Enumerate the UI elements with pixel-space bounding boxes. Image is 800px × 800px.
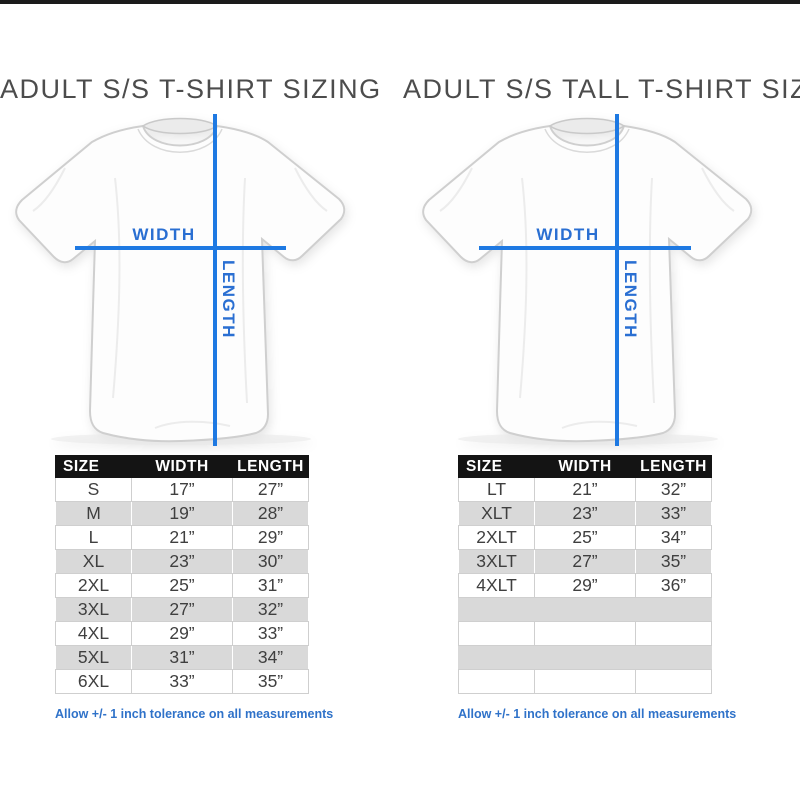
table-row: XL 23” 30” xyxy=(55,549,309,574)
width-cell: 31” xyxy=(131,645,233,670)
width-cell xyxy=(534,645,636,670)
width-cell: 25” xyxy=(534,525,636,550)
length-cell: 33” xyxy=(232,621,309,646)
size-cell: 4XL xyxy=(55,621,132,646)
tolerance-note-right: Allow +/- 1 inch tolerance on all measur… xyxy=(458,707,737,721)
header-length: LENGTH xyxy=(232,455,309,478)
width-cell: 19” xyxy=(131,501,233,526)
width-cell: 17” xyxy=(131,477,233,502)
table-row: 3XLT 27” 35” xyxy=(458,549,712,574)
table-row: 4XLT 29” 36” xyxy=(458,573,712,598)
sizing-table-regular: SIZE WIDTH LENGTH S 17” 27” M 19” 28” L … xyxy=(55,455,309,694)
length-cell: 36” xyxy=(635,573,712,598)
table-row: 2XLT 25” 34” xyxy=(458,525,712,550)
size-cell: XLT xyxy=(458,501,535,526)
width-cell: 29” xyxy=(131,621,233,646)
table-row: 2XL 25” 31” xyxy=(55,573,309,598)
length-cell xyxy=(635,597,712,622)
length-label-right: LENGTH xyxy=(621,260,640,339)
width-cell: 21” xyxy=(131,525,233,550)
width-cell: 21” xyxy=(534,477,636,502)
size-cell xyxy=(458,621,535,646)
header-width: WIDTH xyxy=(131,455,233,478)
header-width: WIDTH xyxy=(534,455,636,478)
header-size: SIZE xyxy=(458,455,535,478)
length-cell: 28” xyxy=(232,501,309,526)
width-line-right xyxy=(479,246,691,250)
size-cell: 3XLT xyxy=(458,549,535,574)
width-cell xyxy=(534,669,636,694)
size-cell: S xyxy=(55,477,132,502)
size-cell: XL xyxy=(55,549,132,574)
size-cell: 2XLT xyxy=(458,525,535,550)
header-size: SIZE xyxy=(55,455,132,478)
length-cell: 27” xyxy=(232,477,309,502)
width-label-left: WIDTH xyxy=(132,225,196,244)
size-cell: M xyxy=(55,501,132,526)
table-row-empty xyxy=(458,669,712,694)
length-line-left xyxy=(213,114,217,446)
length-cell xyxy=(635,645,712,670)
table-row: L 21” 29” xyxy=(55,525,309,550)
size-cell xyxy=(458,597,535,622)
length-cell: 33” xyxy=(635,501,712,526)
size-cell: 4XLT xyxy=(458,573,535,598)
size-cell: 5XL xyxy=(55,645,132,670)
table-row: 3XL 27” 32” xyxy=(55,597,309,622)
length-cell xyxy=(635,669,712,694)
table-row-empty xyxy=(458,645,712,670)
table-row: 4XL 29” 33” xyxy=(55,621,309,646)
width-cell: 33” xyxy=(131,669,233,694)
width-cell xyxy=(534,621,636,646)
size-cell xyxy=(458,669,535,694)
length-label-left: LENGTH xyxy=(219,260,238,339)
length-cell: 34” xyxy=(232,645,309,670)
length-cell: 35” xyxy=(635,549,712,574)
table-row: 6XL 33” 35” xyxy=(55,669,309,694)
size-cell xyxy=(458,645,535,670)
length-cell: 34” xyxy=(635,525,712,550)
length-cell: 30” xyxy=(232,549,309,574)
length-cell: 32” xyxy=(232,597,309,622)
length-cell: 32” xyxy=(635,477,712,502)
size-cell: 3XL xyxy=(55,597,132,622)
width-cell: 27” xyxy=(534,549,636,574)
length-line-right xyxy=(615,114,619,446)
width-line-left xyxy=(75,246,286,250)
size-cell: LT xyxy=(458,477,535,502)
sizing-table-tall: SIZE WIDTH LENGTH LT 21” 32” XLT 23” 33”… xyxy=(458,455,712,694)
header-length: LENGTH xyxy=(635,455,712,478)
table-row: LT 21” 32” xyxy=(458,477,712,502)
width-cell xyxy=(534,597,636,622)
table-row: S 17” 27” xyxy=(55,477,309,502)
table-row-empty xyxy=(458,597,712,622)
tshirt-image-left xyxy=(15,117,346,445)
length-cell: 31” xyxy=(232,573,309,598)
width-cell: 23” xyxy=(131,549,233,574)
table-row-empty xyxy=(458,621,712,646)
size-cell: L xyxy=(55,525,132,550)
table-header-row: SIZE WIDTH LENGTH xyxy=(458,455,712,478)
table-header-row: SIZE WIDTH LENGTH xyxy=(55,455,309,478)
size-cell: 6XL xyxy=(55,669,132,694)
table-row: 5XL 31” 34” xyxy=(55,645,309,670)
tolerance-note-left: Allow +/- 1 inch tolerance on all measur… xyxy=(55,707,334,721)
width-cell: 29” xyxy=(534,573,636,598)
width-cell: 23” xyxy=(534,501,636,526)
size-cell: 2XL xyxy=(55,573,132,598)
page-title-right: ADULT S/S TALL T-SHIRT SIZING xyxy=(403,74,800,104)
tshirt-image-right xyxy=(422,117,753,445)
width-cell: 25” xyxy=(131,573,233,598)
table-row: XLT 23” 33” xyxy=(458,501,712,526)
length-cell xyxy=(635,621,712,646)
top-divider xyxy=(0,0,800,4)
table-row: M 19” 28” xyxy=(55,501,309,526)
width-cell: 27” xyxy=(131,597,233,622)
page-title-left: ADULT S/S T-SHIRT SIZING xyxy=(0,74,382,104)
length-cell: 29” xyxy=(232,525,309,550)
width-label-right: WIDTH xyxy=(536,225,600,244)
length-cell: 35” xyxy=(232,669,309,694)
